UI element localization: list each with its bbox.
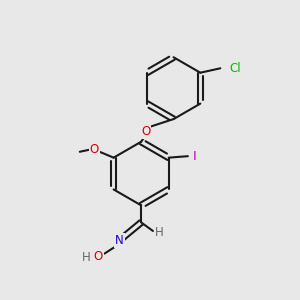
Text: O: O <box>90 143 99 156</box>
Text: N: N <box>115 234 124 247</box>
Text: O: O <box>94 250 103 262</box>
Text: I: I <box>192 150 196 163</box>
Text: O: O <box>141 125 150 138</box>
Text: Cl: Cl <box>229 62 241 75</box>
Text: H: H <box>82 251 91 264</box>
Text: H: H <box>155 226 164 239</box>
